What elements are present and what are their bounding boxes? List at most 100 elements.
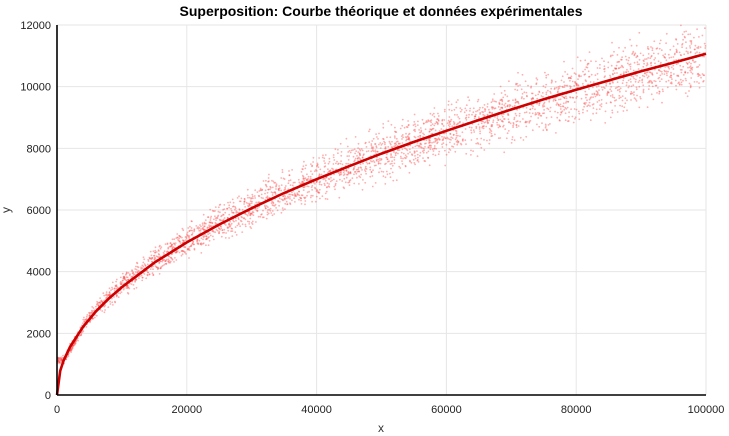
- scatter-point: [395, 179, 398, 182]
- scatter-point: [147, 258, 150, 261]
- scatter-point: [243, 200, 246, 203]
- scatter-point: [648, 71, 651, 74]
- scatter-point: [655, 84, 658, 87]
- scatter-point: [122, 275, 125, 278]
- scatter-point: [302, 186, 305, 189]
- scatter-point: [307, 177, 309, 180]
- scatter-point: [568, 76, 570, 79]
- scatter-point: [108, 294, 111, 297]
- scatter-point: [638, 58, 641, 61]
- scatter-point: [114, 301, 117, 304]
- scatter-point: [403, 126, 406, 129]
- scatter-point: [289, 184, 292, 187]
- scatter-point: [280, 211, 283, 214]
- scatter-point: [300, 199, 302, 202]
- scatter-point: [408, 136, 410, 139]
- scatter-point: [628, 85, 630, 87]
- scatter-point: [549, 92, 552, 94]
- scatter-point: [450, 136, 453, 139]
- scatter-point: [542, 95, 544, 98]
- scatter-point: [508, 80, 510, 83]
- scatter-point: [203, 222, 206, 225]
- scatter-point: [696, 28, 698, 31]
- scatter-point: [108, 291, 111, 293]
- scatter-point: [180, 250, 183, 253]
- scatter-point: [574, 116, 577, 119]
- scatter-point: [132, 284, 135, 286]
- scatter-point: [532, 97, 535, 100]
- scatter-point: [115, 280, 117, 283]
- scatter-point: [646, 47, 649, 50]
- scatter-point: [154, 246, 157, 249]
- scatter-point: [264, 204, 266, 207]
- scatter-point: [607, 91, 610, 94]
- scatter-point: [255, 221, 257, 223]
- scatter-point: [445, 132, 447, 134]
- scatter-point: [478, 116, 480, 118]
- scatter-point: [402, 152, 405, 155]
- scatter-point: [620, 58, 622, 61]
- scatter-point: [549, 106, 552, 109]
- scatter-point: [561, 110, 564, 113]
- scatter-point: [302, 189, 305, 192]
- scatter-point: [318, 157, 320, 159]
- scatter-point: [419, 154, 421, 157]
- scatter-point: [619, 96, 622, 99]
- scatter-point: [638, 79, 641, 82]
- scatter-point: [193, 228, 196, 231]
- scatter-point: [491, 125, 493, 128]
- scatter-point: [111, 286, 113, 289]
- scatter-point: [649, 57, 652, 60]
- scatter-point: [303, 179, 306, 182]
- scatter-point: [561, 95, 564, 98]
- scatter-point: [565, 97, 568, 100]
- scatter-point: [262, 209, 264, 212]
- scatter-point: [643, 75, 646, 78]
- scatter-point: [211, 209, 214, 212]
- scatter-point: [315, 180, 318, 183]
- scatter-point: [657, 52, 660, 55]
- scatter-point: [626, 99, 628, 102]
- scatter-point: [636, 55, 639, 58]
- scatter-point: [207, 237, 210, 239]
- scatter-point: [324, 165, 327, 168]
- scatter-point: [401, 134, 404, 136]
- scatter-point: [211, 222, 214, 225]
- scatter-point: [524, 80, 527, 83]
- scatter-point: [289, 202, 291, 205]
- scatter-point: [198, 239, 201, 242]
- scatter-point: [441, 139, 444, 141]
- scatter-point: [476, 100, 479, 103]
- scatter-point: [472, 111, 475, 114]
- scatter-point: [195, 225, 198, 227]
- scatter-point: [501, 103, 504, 106]
- scatter-point: [545, 93, 548, 96]
- scatter-point: [491, 106, 494, 108]
- scatter-point: [221, 229, 224, 232]
- scatter-point: [125, 280, 128, 282]
- scatter-point: [437, 112, 439, 115]
- scatter-point: [60, 356, 63, 359]
- scatter-point: [629, 68, 632, 70]
- scatter-point: [660, 49, 663, 52]
- scatter-point: [157, 256, 160, 259]
- scatter-point: [691, 59, 694, 61]
- scatter-point: [228, 222, 230, 225]
- scatter-point: [596, 67, 599, 69]
- scatter-point: [534, 94, 537, 97]
- scatter-point: [193, 248, 196, 251]
- scatter-point: [268, 173, 270, 176]
- scatter-point: [134, 268, 137, 270]
- scatter-point: [131, 270, 134, 272]
- scatter-point: [361, 149, 364, 152]
- scatter-point: [358, 152, 361, 155]
- scatter-point: [563, 97, 566, 100]
- scatter-point: [670, 76, 673, 79]
- scatter-point: [538, 112, 541, 115]
- scatter-point: [670, 81, 673, 84]
- scatter-point: [164, 260, 167, 262]
- scatter-point: [407, 120, 409, 122]
- scatter-point: [459, 142, 462, 145]
- scatter-point: [324, 178, 326, 180]
- scatter-point: [136, 265, 139, 268]
